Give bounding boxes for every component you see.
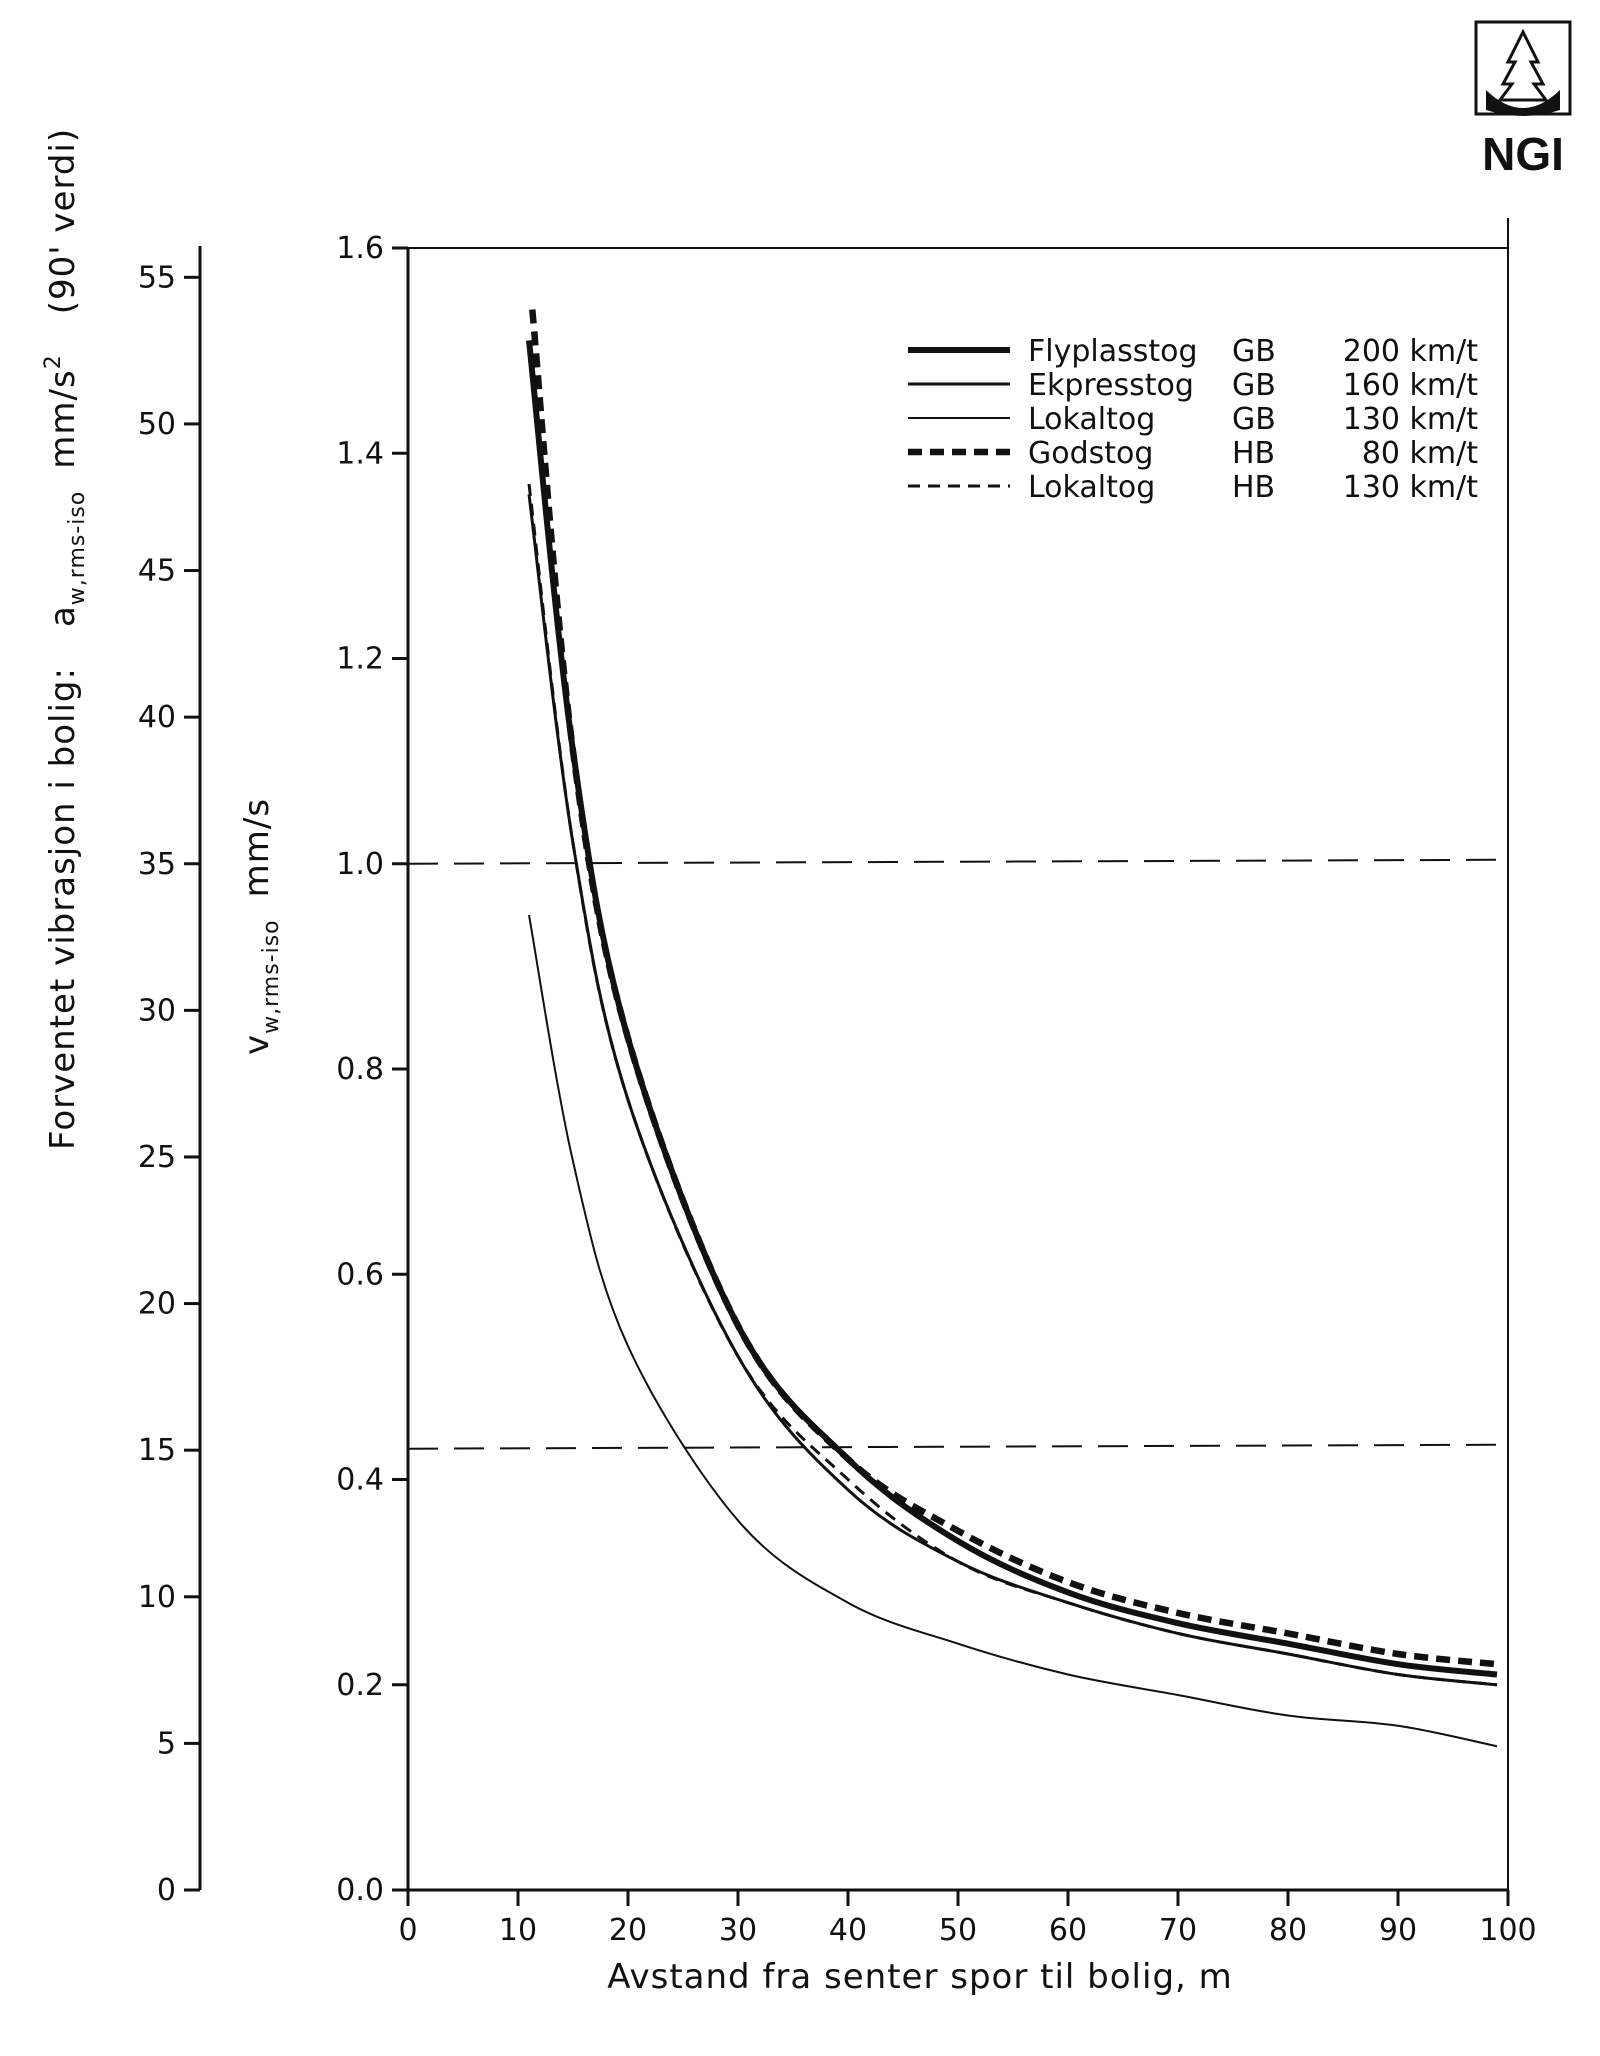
legend-speed: 200 km/t <box>1343 334 1479 369</box>
x-tick-label: 10 <box>499 1913 537 1948</box>
y-tick-label: 1.0 <box>336 847 384 882</box>
x-tick-label: 30 <box>719 1913 757 1948</box>
secondary-tick-label: 5 <box>157 1726 176 1761</box>
legend-label: Flyplasstog <box>1028 334 1198 369</box>
secondary-tick-label: 45 <box>138 554 176 589</box>
y-axis-title-unit: mm/s <box>237 798 277 897</box>
secondary-unit-sup: 2 <box>41 354 66 369</box>
series-line-1 <box>526 340 1498 1678</box>
y-tick-label: 0.0 <box>336 1873 384 1908</box>
legend-track: HB <box>1232 436 1275 471</box>
series-line-4 <box>529 309 1498 1668</box>
y-tick-label: 0.2 <box>336 1668 384 1703</box>
y-tick-label: 1.4 <box>336 436 384 471</box>
legend: Flyplasstog GB 200 km/t Ekpresstog GB 160 km/… <box>908 334 1478 505</box>
x-tick-label: 0 <box>398 1913 417 1948</box>
secondary-unit: mm/s <box>43 369 83 468</box>
series-group <box>526 309 1498 1748</box>
legend-label: Godstog <box>1028 436 1153 471</box>
x-tick-label: 90 <box>1379 1913 1417 1948</box>
tree-icon <box>1497 28 1549 102</box>
x-tick-label: 100 <box>1479 1913 1536 1948</box>
reference-line <box>407 858 1509 865</box>
y-axis-title-var: v <box>237 1034 277 1055</box>
y-tick-label: 0.6 <box>336 1257 384 1292</box>
secondary-tick-label: 20 <box>138 1287 176 1322</box>
y-axis-title: vw,rms-iso mm/s <box>237 798 284 1055</box>
legend-track: HB <box>1232 470 1275 505</box>
legend-track: GB <box>1232 368 1276 403</box>
water-icon <box>1486 90 1560 116</box>
y-axis: 0.0 0.2 0.4 0.6 0.8 1.0 1.2 1.4 1.6 <box>336 231 408 1908</box>
secondary-tick-label: 55 <box>138 260 176 295</box>
x-tick-label: 40 <box>829 1913 867 1948</box>
series-line-3 <box>528 914 1498 1748</box>
y-tick-label: 0.4 <box>336 1463 384 1498</box>
x-tick-label: 50 <box>939 1913 977 1948</box>
secondary-tick-label: 10 <box>138 1580 176 1615</box>
legend-track: GB <box>1232 402 1276 437</box>
secondary-title-text: Forventet vibrasjon i bolig: <box>43 667 83 1150</box>
legend-label: Ekpresstog <box>1028 368 1194 403</box>
secondary-tick-label: 25 <box>138 1140 176 1175</box>
logo-text: NGI <box>1482 128 1564 180</box>
secondary-note: (90' verdi) <box>43 128 83 314</box>
reference-line <box>407 1443 1509 1450</box>
legend-speed: 130 km/t <box>1343 402 1479 437</box>
svg-text:vw,rms-isomm/s: vw,rms-iso mm/s <box>237 798 284 1055</box>
secondary-axis: 0 5 10 15 20 25 30 35 40 45 50 55 <box>138 246 202 1908</box>
secondary-tick-label: 50 <box>138 407 176 442</box>
secondary-tick-label: 0 <box>157 1873 176 1908</box>
plot-frame <box>406 218 1509 1892</box>
x-axis-title: Avstand fra senter spor til bolig, m <box>607 1957 1233 1997</box>
svg-text:Forventet vibrasjon i bolig:aw: Forventet vibrasjon i bolig: aw,rms-iso mm… <box>41 128 90 1150</box>
secondary-var: a <box>43 605 83 627</box>
x-tick-label: 80 <box>1269 1913 1307 1948</box>
secondary-axis-title: Forventet vibrasjon i bolig: aw,rms-iso mm… <box>41 128 90 1150</box>
x-tick-label: 70 <box>1159 1913 1197 1948</box>
reference-lines <box>407 858 1509 1450</box>
secondary-tick-label: 40 <box>138 700 176 735</box>
legend-track: GB <box>1232 334 1276 369</box>
x-tick-label: 20 <box>609 1913 647 1948</box>
x-tick-label: 60 <box>1049 1913 1087 1948</box>
x-axis: 0 10 20 30 40 50 60 70 80 90 100 <box>398 1890 1537 1948</box>
legend-label: Lokaltog <box>1028 402 1155 437</box>
legend-speed: 130 km/t <box>1343 470 1479 505</box>
legend-speed: 80 km/t <box>1362 436 1478 471</box>
ngi-logo: NGI <box>1474 20 1572 180</box>
secondary-tick-label: 30 <box>138 993 176 1028</box>
y-axis-title-sub: w,rms-iso <box>259 919 284 1034</box>
series-line-5 <box>527 483 1498 1687</box>
y-tick-label: 1.6 <box>336 231 384 266</box>
y-tick-label: 0.8 <box>336 1052 384 1087</box>
secondary-tick-label: 35 <box>138 847 176 882</box>
y-tick-label: 1.2 <box>336 642 384 677</box>
legend-label: Lokaltog <box>1028 470 1155 505</box>
legend-speed: 160 km/t <box>1343 368 1479 403</box>
secondary-var-sub: w,rms-iso <box>65 491 90 606</box>
series-line-2 <box>527 494 1498 1687</box>
secondary-tick-label: 15 <box>138 1433 176 1468</box>
